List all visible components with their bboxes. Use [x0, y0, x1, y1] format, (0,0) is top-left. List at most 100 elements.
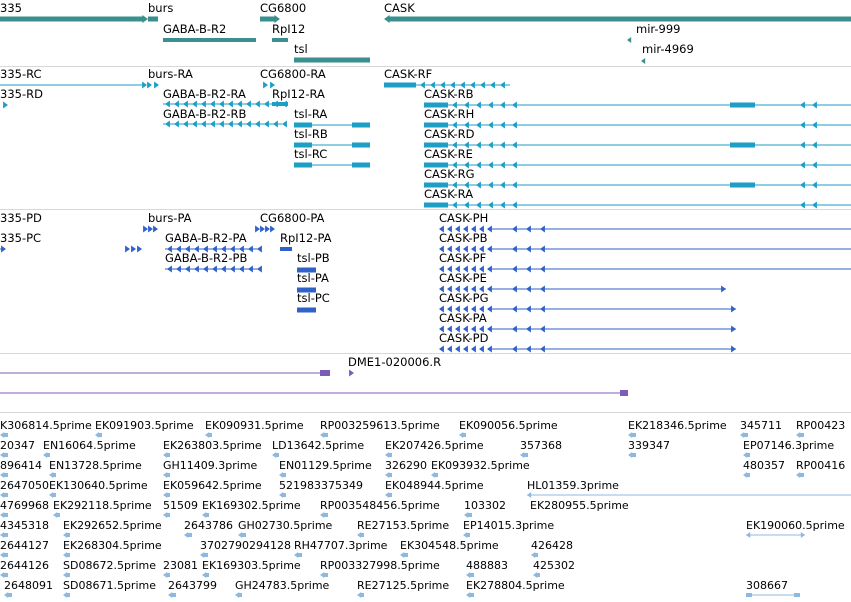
- est-label[interactable]: EK218346.5prime: [628, 419, 727, 432]
- est-label[interactable]: EN16064.5prime: [43, 439, 136, 452]
- est-label[interactable]: EP14015.3prime: [463, 519, 555, 532]
- est-label[interactable]: 521983375349: [279, 479, 363, 492]
- est-label[interactable]: RP003327998.5prime: [320, 559, 440, 572]
- est-label[interactable]: 326290: [385, 459, 427, 472]
- est-label[interactable]: EK169302.5prime: [202, 499, 301, 512]
- gene-label[interactable]: CG6800: [260, 1, 307, 15]
- transcript-label[interactable]: CASK-RB: [424, 87, 474, 101]
- transcript-label[interactable]: CASK-RD: [424, 127, 475, 141]
- est-label[interactable]: EK093932.5prime: [431, 459, 530, 472]
- transcript-label[interactable]: CASK-RE: [424, 147, 473, 161]
- est-label[interactable]: EK278804.5prime: [466, 579, 565, 592]
- est-label[interactable]: 51509: [163, 499, 198, 512]
- est-label[interactable]: EK048944.5prime: [385, 479, 484, 492]
- transcript-label[interactable]: GABA-B-R2-RA: [163, 87, 246, 101]
- protein-label[interactable]: tsl-PA: [297, 271, 329, 285]
- est-label[interactable]: EK090931.5prime: [205, 419, 304, 432]
- est-label[interactable]: EK280955.5prime: [530, 499, 629, 512]
- protein-label[interactable]: CASK-PH: [439, 211, 489, 225]
- est-label[interactable]: 2643799: [168, 579, 217, 592]
- est-label[interactable]: 4345318: [0, 519, 49, 532]
- transcript-label[interactable]: tsl-RA: [294, 107, 328, 121]
- est-label[interactable]: GH24783.5prime: [235, 579, 330, 592]
- est-label[interactable]: LD13642.5prime: [272, 439, 365, 452]
- est-label[interactable]: GH02730.5prime: [238, 519, 333, 532]
- est-label[interactable]: RP00423: [796, 419, 846, 432]
- est-label[interactable]: EN01129.5prime: [279, 459, 372, 472]
- transcript-label[interactable]: 335-RD: [0, 87, 43, 101]
- est-label[interactable]: 103302: [464, 499, 506, 512]
- est-label[interactable]: 2647050: [0, 479, 49, 492]
- est-label[interactable]: EK292652.5prime: [63, 519, 162, 532]
- est-label[interactable]: 308667: [746, 579, 788, 592]
- est-label[interactable]: 2644127: [0, 539, 49, 552]
- protein-label[interactable]: tsl-PC: [297, 291, 330, 305]
- est-label[interactable]: 23081: [163, 559, 198, 572]
- transcript-label[interactable]: CG6800-RA: [260, 67, 326, 81]
- est-label[interactable]: EK169303.5prime: [202, 559, 301, 572]
- gene-label[interactable]: CASK: [384, 1, 415, 15]
- transcript-label[interactable]: CASK-RG: [424, 167, 475, 181]
- transcript-label[interactable]: burs-RA: [148, 67, 193, 81]
- est-label[interactable]: 345711: [740, 419, 782, 432]
- est-label[interactable]: RP003259613.5prime: [320, 419, 440, 432]
- est-label[interactable]: 20347: [0, 439, 35, 452]
- protein-label[interactable]: 335-PC: [0, 231, 42, 245]
- gene-label[interactable]: tsl: [294, 42, 308, 56]
- protein-label[interactable]: CG6800-PA: [260, 211, 325, 225]
- est-label[interactable]: 426428: [531, 539, 573, 552]
- est-label[interactable]: 425302: [533, 559, 575, 572]
- est-label[interactable]: 4769968: [0, 499, 49, 512]
- est-label[interactable]: SD08671.5prime: [63, 579, 156, 592]
- gene-label[interactable]: burs: [148, 1, 174, 15]
- probe-label[interactable]: DME1-020006.R: [348, 355, 442, 369]
- est-label[interactable]: 2643786: [184, 519, 233, 532]
- est-label[interactable]: EK091903.5prime: [95, 419, 194, 432]
- est-label[interactable]: RP00416: [796, 459, 846, 472]
- est-label[interactable]: RE27125.5prime: [357, 579, 450, 592]
- est-label[interactable]: 2644126: [0, 559, 49, 572]
- protein-label[interactable]: CASK-PG: [439, 291, 489, 305]
- gene-label[interactable]: GABA-B-R2: [163, 22, 227, 36]
- est-label[interactable]: 488883: [466, 559, 508, 572]
- est-label[interactable]: 339347: [628, 439, 670, 452]
- protein-label[interactable]: 335-PD: [0, 211, 42, 225]
- protein-label[interactable]: GABA-B-R2-PA: [165, 231, 247, 245]
- est-label[interactable]: EK090056.5prime: [459, 419, 558, 432]
- est-label[interactable]: 3702790294128: [200, 539, 291, 552]
- transcript-label[interactable]: CASK-RA: [424, 187, 474, 201]
- est-label[interactable]: EK292118.5prime: [53, 499, 152, 512]
- est-label[interactable]: EN13728.5prime: [49, 459, 142, 472]
- est-label[interactable]: RE27153.5prime: [357, 519, 450, 532]
- est-label[interactable]: HL01359.3prime: [527, 479, 619, 492]
- gene-label[interactable]: RpI12: [272, 22, 306, 36]
- protein-label[interactable]: CASK-PE: [439, 271, 487, 285]
- est-label[interactable]: RH47707.3prime: [294, 539, 388, 552]
- transcript-label[interactable]: tsl-RB: [294, 127, 328, 141]
- est-label[interactable]: EK059642.5prime: [163, 479, 262, 492]
- protein-label[interactable]: CASK-PA: [439, 311, 487, 325]
- transcript-label[interactable]: GABA-B-R2-RB: [163, 107, 247, 121]
- est-label[interactable]: EK263803.5prime: [163, 439, 262, 452]
- protein-label[interactable]: CASK-PF: [439, 251, 487, 265]
- transcript-label[interactable]: CASK-RH: [424, 107, 475, 121]
- gene-label[interactable]: 335: [0, 1, 22, 15]
- gene-label[interactable]: mir-999: [636, 22, 681, 36]
- transcript-label[interactable]: CASK-RF: [384, 67, 433, 81]
- protein-label[interactable]: RpI12-PA: [280, 231, 332, 245]
- est-label[interactable]: RP003548456.5prime: [320, 499, 440, 512]
- protein-label[interactable]: tsl-PB: [297, 251, 330, 265]
- est-label[interactable]: 480357: [743, 459, 785, 472]
- est-label[interactable]: EK190060.5prime: [746, 519, 845, 532]
- protein-label[interactable]: GABA-B-R2-PB: [165, 251, 248, 265]
- protein-label[interactable]: CASK-PD: [439, 331, 489, 345]
- est-label[interactable]: EP07146.3prime: [743, 439, 835, 452]
- est-label[interactable]: 357368: [520, 439, 562, 452]
- est-label[interactable]: EK130640.5prime: [49, 479, 148, 492]
- est-label[interactable]: 2648091: [4, 579, 53, 592]
- transcript-label[interactable]: 335-RC: [0, 67, 42, 81]
- est-label[interactable]: EK207426.5prime: [385, 439, 484, 452]
- est-label[interactable]: EK268304.5prime: [63, 539, 162, 552]
- transcript-label[interactable]: RpI12-RA: [272, 87, 325, 101]
- est-label[interactable]: 896414: [0, 459, 42, 472]
